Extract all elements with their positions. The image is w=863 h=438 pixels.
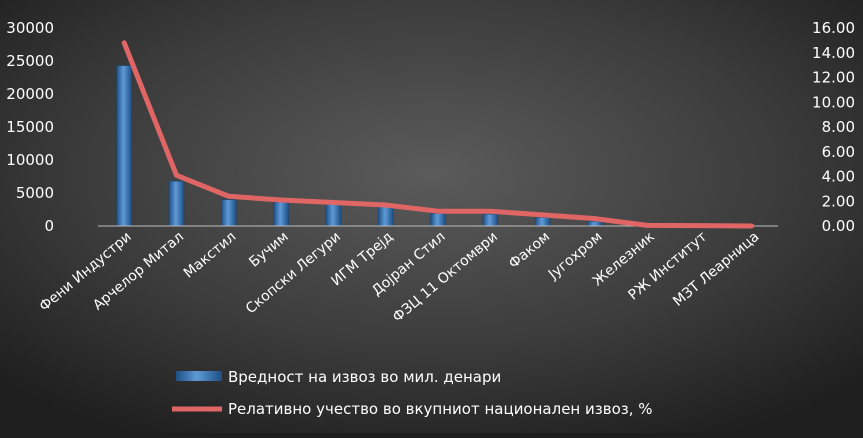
line-point <box>645 223 649 227</box>
bar <box>168 180 185 227</box>
right-axis-tick-label: 0.00 <box>822 217 855 235</box>
right-axis-tick-label: 16.00 <box>812 19 855 37</box>
line-point <box>122 41 126 45</box>
right-axis-tick-label: 8.00 <box>822 118 855 136</box>
line-series <box>121 40 755 229</box>
legend: Вредност на извоз во мил. денари Релативн… <box>172 368 653 418</box>
bar <box>221 199 237 227</box>
line-point <box>750 224 754 228</box>
right-axis-tick-label: 12.00 <box>812 69 855 87</box>
bar <box>482 213 499 227</box>
bar <box>325 203 342 227</box>
left-axis-tick-label: 5000 <box>16 184 54 202</box>
line-point <box>593 217 597 221</box>
left-axis-tick-label: 30000 <box>6 19 54 37</box>
line-point <box>488 209 492 213</box>
right-axis-tick-label: 6.00 <box>822 143 855 161</box>
left-axis-tick-label: 0 <box>44 217 54 235</box>
line-point <box>698 224 702 228</box>
line-point <box>541 213 545 217</box>
bar <box>116 65 132 227</box>
line-point <box>227 194 231 198</box>
bar <box>377 206 394 227</box>
bar-series <box>98 65 778 227</box>
line-point <box>331 200 335 204</box>
right-axis-tick-label: 4.00 <box>822 168 855 186</box>
bar <box>430 213 446 227</box>
legend-bar-label: Вредност на извоз во мил. денари <box>228 368 501 386</box>
bar <box>273 201 289 227</box>
legend-bar-swatch <box>176 371 222 381</box>
line-point <box>384 203 388 207</box>
left-axis-tick-label: 20000 <box>6 85 54 103</box>
right-axis: 0.00 2.00 4.00 6.00 8.00 10.00 12.00 14.00 16.00 <box>812 19 855 235</box>
left-axis-tick-label: 10000 <box>6 151 54 169</box>
line-point <box>279 198 283 202</box>
right-axis-tick-label: 2.00 <box>822 192 855 210</box>
left-axis-tick-label: 25000 <box>6 52 54 70</box>
line-point <box>174 173 178 177</box>
legend-line-label: Релативно учество во вкупниот национален… <box>228 400 653 418</box>
bar <box>587 221 603 227</box>
line-point <box>436 209 440 213</box>
left-axis-tick-label: 15000 <box>6 118 54 136</box>
right-axis-tick-label: 10.00 <box>812 93 855 111</box>
left-axis: 0 5000 10000 15000 20000 25000 30000 <box>6 19 54 235</box>
right-axis-tick-label: 14.00 <box>812 44 855 62</box>
bar <box>534 217 551 227</box>
